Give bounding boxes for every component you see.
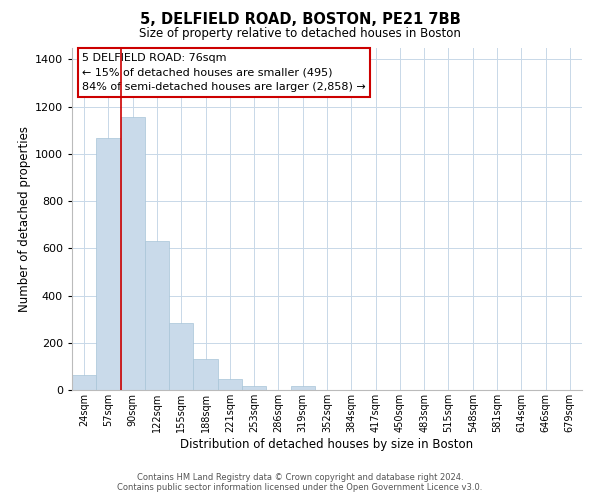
Bar [145,241,169,390]
Bar [121,117,145,390]
X-axis label: Distribution of detached houses by size in Boston: Distribution of detached houses by size … [181,438,473,450]
Text: Size of property relative to detached houses in Boston: Size of property relative to detached ho… [139,28,461,40]
Text: Contains HM Land Registry data © Crown copyright and database right 2024.
Contai: Contains HM Land Registry data © Crown c… [118,473,482,492]
Bar [169,322,193,390]
Bar [218,378,242,390]
Y-axis label: Number of detached properties: Number of detached properties [17,126,31,312]
Text: 5, DELFIELD ROAD, BOSTON, PE21 7BB: 5, DELFIELD ROAD, BOSTON, PE21 7BB [140,12,460,28]
Bar [242,386,266,390]
Bar [72,374,96,390]
Bar [96,138,121,390]
Text: 5 DELFIELD ROAD: 76sqm
← 15% of detached houses are smaller (495)
84% of semi-de: 5 DELFIELD ROAD: 76sqm ← 15% of detached… [82,52,366,92]
Bar [193,360,218,390]
Bar [290,386,315,390]
